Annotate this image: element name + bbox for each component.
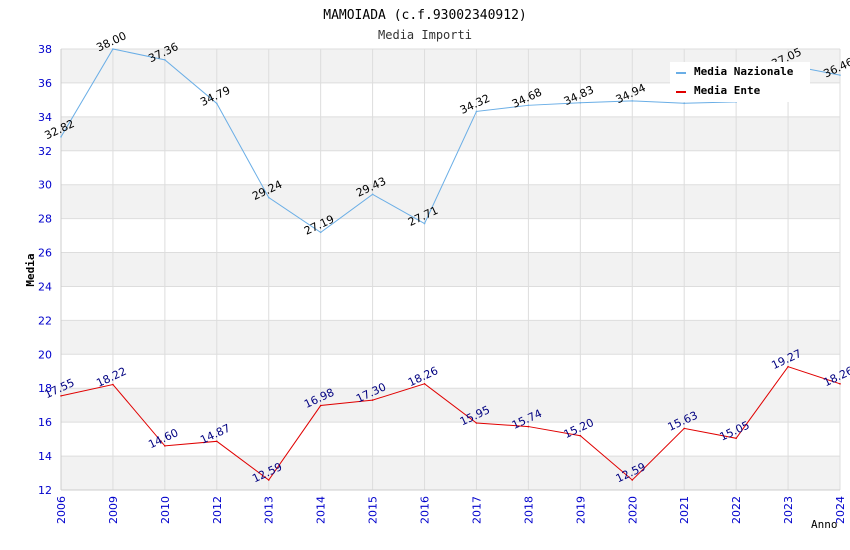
x-tick-label: 2017 (470, 496, 483, 524)
data-point (631, 479, 634, 481)
y-tick-label: 18 (38, 382, 52, 395)
data-point (579, 101, 582, 104)
x-tick-label: 2014 (315, 496, 328, 524)
data-point (579, 434, 582, 437)
y-tick-label: 26 (38, 247, 52, 260)
y-tick-label: 14 (38, 450, 52, 463)
data-point (216, 102, 218, 105)
y-tick-label: 24 (38, 280, 52, 293)
x-tick-label: 2016 (419, 496, 432, 524)
data-point (267, 196, 270, 199)
legend-label-nazionale: Media Nazionale (694, 65, 794, 78)
y-tick-label: 28 (38, 213, 52, 226)
y-tick-label: 30 (38, 179, 52, 192)
y-tick-label: 16 (38, 416, 52, 429)
series-line (60, 366, 841, 481)
data-point (423, 222, 426, 225)
grid-band (61, 218, 840, 253)
grid-bands (61, 49, 840, 490)
grid-lines (60, 48, 841, 491)
x-tick-label: 2021 (678, 496, 691, 524)
x-tick-label: 2022 (730, 496, 743, 524)
data-point (475, 422, 478, 424)
data-point (839, 74, 841, 76)
x-axis-label: Anno (811, 518, 838, 531)
grid-band (61, 252, 840, 287)
grid-band (61, 286, 840, 321)
legend-box (670, 62, 810, 102)
y-axis-label: Media (24, 253, 37, 286)
chart-title: MAMOIADA (c.f.93002340912) (323, 8, 527, 23)
data-point (683, 102, 685, 105)
legend: Media Nazionale Media Ente (670, 62, 810, 102)
data-point (371, 193, 374, 196)
y-tick-label: 34 (38, 111, 52, 124)
data-point (60, 395, 62, 397)
data-point (164, 445, 166, 447)
data-point (735, 437, 737, 440)
y-tick-label: 12 (38, 484, 52, 497)
data-point (839, 383, 841, 385)
legend-label-ente: Media Ente (694, 84, 761, 97)
y-tick-label: 36 (38, 77, 52, 90)
grid-band (61, 456, 840, 490)
data-point (371, 399, 374, 401)
grid-band (61, 388, 840, 423)
x-tick-labels: 2006 2009 2010 2012 2013 2014 2015 2016 2017 2018… (55, 496, 847, 524)
data-point (216, 440, 218, 443)
y-tick-labels: 12 14 16 18 20 22 24 26 28 30 32 34 36 38 (38, 43, 52, 497)
x-tick-label: 2010 (159, 496, 172, 524)
grid-band (61, 320, 840, 355)
data-point (527, 425, 530, 428)
data-point (319, 231, 322, 234)
x-tick-label: 2015 (367, 496, 380, 524)
x-tick-label: 2023 (782, 496, 795, 524)
y-tick-label: 38 (38, 43, 52, 56)
data-point (475, 110, 478, 113)
grid-band (61, 354, 840, 389)
grid-band (61, 422, 840, 457)
x-tick-label: 2020 (626, 496, 639, 524)
data-point (267, 479, 270, 481)
x-tick-label: 2018 (522, 496, 535, 524)
data-point (112, 383, 114, 386)
data-point (60, 136, 62, 138)
series-line (60, 48, 841, 233)
x-tick-label: 2006 (55, 496, 68, 524)
chart-subtitle: Media Importi (378, 28, 472, 42)
series-lines (60, 48, 841, 481)
data-point (164, 59, 166, 61)
data-point (631, 100, 634, 102)
data-point (112, 48, 114, 50)
data-point (423, 383, 426, 385)
grid-band (61, 184, 840, 219)
grid-band (61, 116, 840, 151)
data-point (319, 404, 322, 407)
x-tick-label: 2009 (107, 496, 120, 524)
y-tick-label: 20 (38, 348, 52, 361)
data-point (527, 104, 530, 107)
y-tick-label: 32 (38, 145, 52, 158)
x-tick-label: 2012 (211, 496, 224, 524)
x-tick-label: 2013 (263, 496, 276, 524)
x-tick-label: 2024 (834, 496, 847, 524)
data-point (787, 365, 789, 368)
data-point (683, 427, 685, 430)
y-tick-label: 22 (38, 314, 52, 327)
x-tick-label: 2019 (574, 496, 587, 524)
